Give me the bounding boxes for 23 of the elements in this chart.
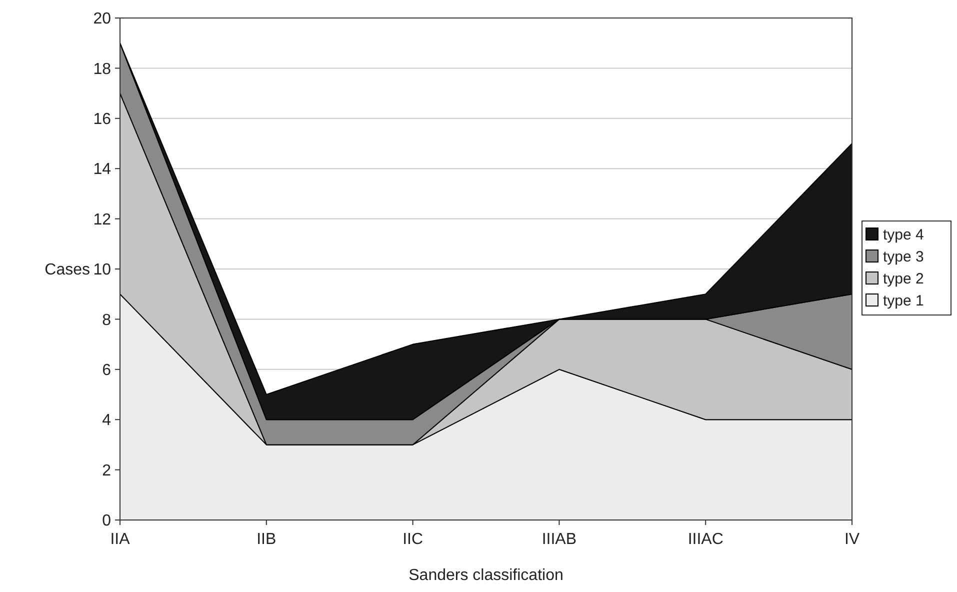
legend-label: type 4 (883, 226, 924, 244)
legend-label: type 1 (883, 292, 924, 310)
y-tick-label: 18 (93, 60, 112, 78)
x-axis-title: Sanders classification (408, 567, 564, 584)
y-tick-label: 0 (102, 512, 112, 530)
x-tick-label: IIC (402, 531, 424, 548)
legend-label: type 2 (883, 270, 924, 288)
y-tick-label: 20 (93, 10, 112, 28)
y-tick-label: 8 (102, 312, 112, 329)
y-tick-label: 14 (93, 161, 112, 178)
x-tick-label: IV (844, 531, 860, 548)
y-tick-label: 16 (93, 111, 112, 128)
x-tick-label: IIIAC (688, 531, 724, 548)
x-tick-label: IIB (256, 531, 276, 548)
x-tick-label: IIIAB (542, 531, 577, 548)
y-axis-title: Cases (44, 262, 90, 279)
y-tick-label: 6 (102, 362, 112, 379)
y-tick-label: 2 (102, 462, 112, 480)
y-tick-label: 4 (102, 412, 112, 430)
x-tick-label: IIA (110, 531, 130, 548)
legend-label: type 3 (883, 248, 924, 266)
y-tick-label: 10 (93, 262, 112, 279)
y-tick-label: 12 (93, 211, 112, 228)
